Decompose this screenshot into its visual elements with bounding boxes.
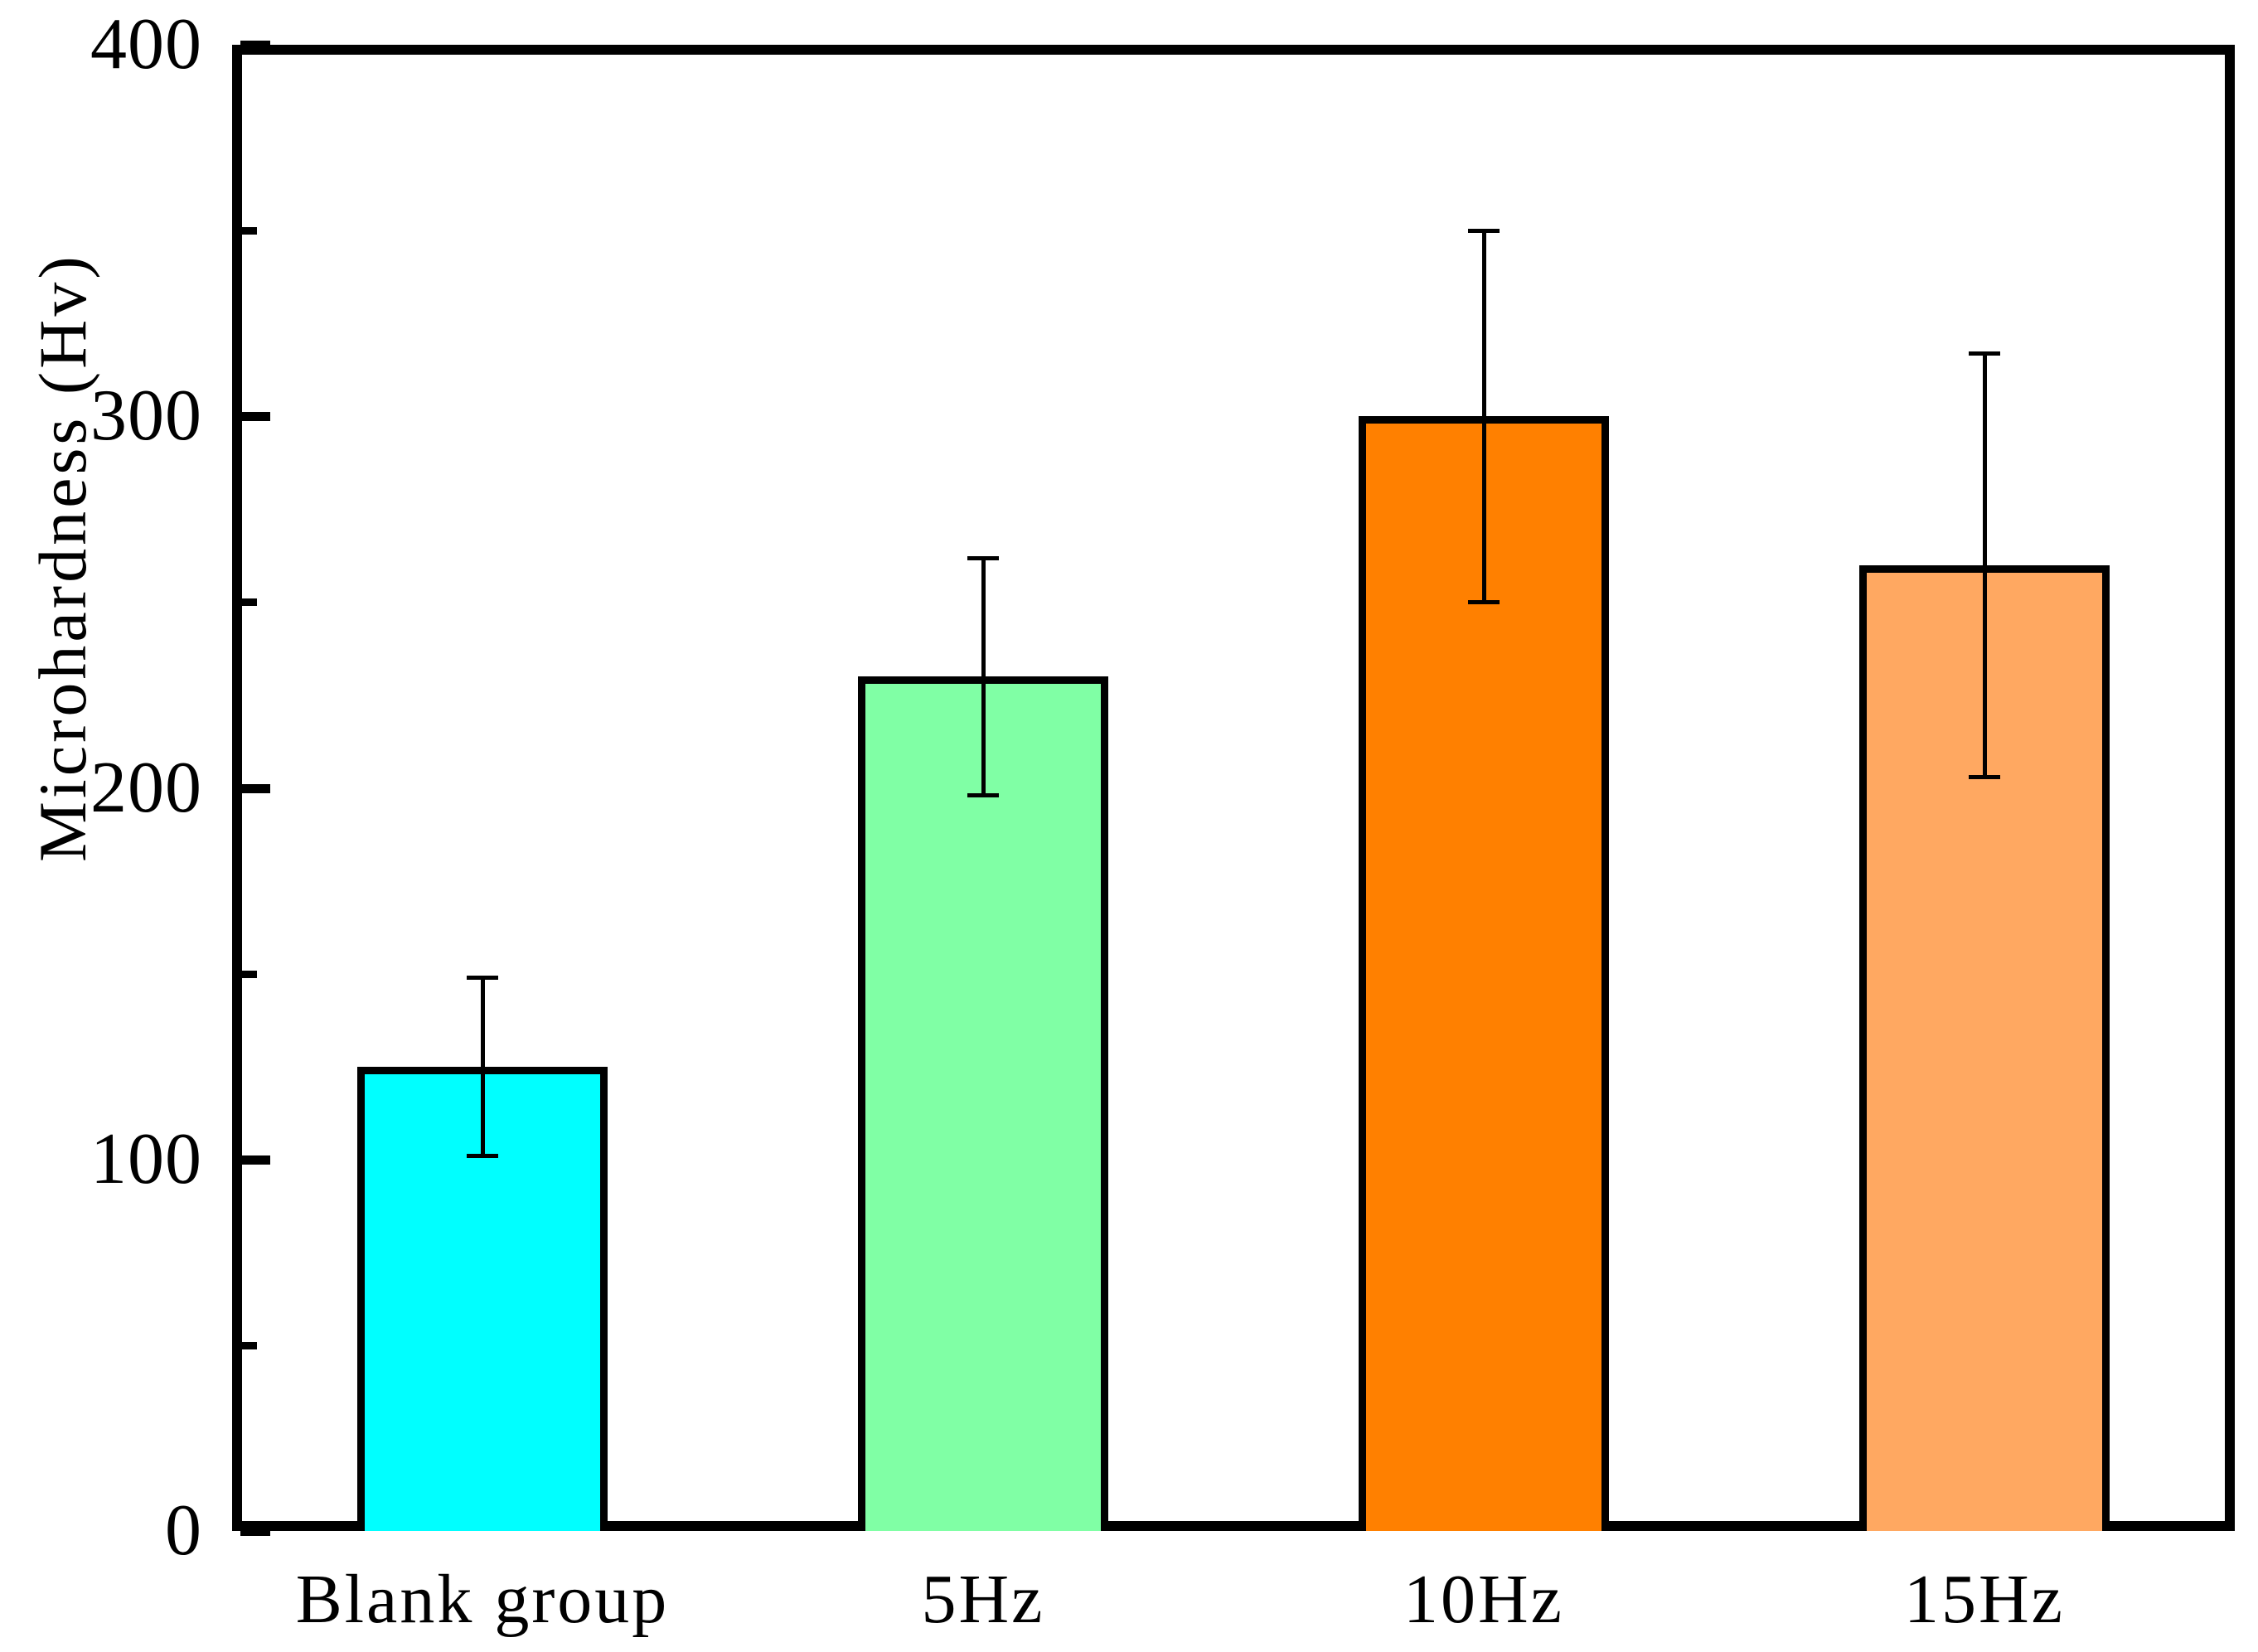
error-bar: [1983, 353, 1987, 778]
y-tick-label: 300: [90, 375, 202, 457]
x-tick-label: Blank group: [295, 1561, 670, 1638]
plot-area: [232, 45, 2235, 1531]
y-major-tick: [240, 783, 270, 793]
y-tick-label: 100: [90, 1118, 202, 1199]
y-major-tick: [240, 41, 270, 50]
y-minor-tick: [240, 970, 257, 978]
y-minor-tick: [240, 227, 257, 235]
y-tick-label: 200: [90, 747, 202, 828]
error-bar-top-cap: [967, 555, 999, 560]
x-tick-label: 5Hz: [921, 1561, 1045, 1638]
error-bar-bottom-cap: [1468, 600, 1500, 605]
bar-5hz: [858, 676, 1108, 1531]
error-bar: [1482, 230, 1486, 603]
y-major-tick: [240, 1527, 270, 1536]
y-minor-tick: [240, 1341, 257, 1349]
x-tick-label: 15Hz: [1904, 1561, 2065, 1638]
error-bar-top-cap: [1468, 229, 1500, 234]
error-bar-top-cap: [1969, 351, 2000, 356]
error-bar-top-cap: [467, 976, 498, 981]
y-tick-label: 0: [165, 1490, 202, 1571]
y-tick-label: 400: [90, 4, 202, 85]
error-bar-bottom-cap: [1969, 775, 2000, 780]
error-bar-bottom-cap: [967, 793, 999, 798]
y-major-tick: [240, 1155, 270, 1165]
y-minor-tick: [240, 598, 257, 607]
error-bar: [981, 557, 986, 796]
y-major-tick: [240, 412, 270, 422]
x-tick-label: 10Hz: [1403, 1561, 1564, 1638]
error-bar-bottom-cap: [467, 1154, 498, 1159]
error-bar: [481, 977, 485, 1156]
